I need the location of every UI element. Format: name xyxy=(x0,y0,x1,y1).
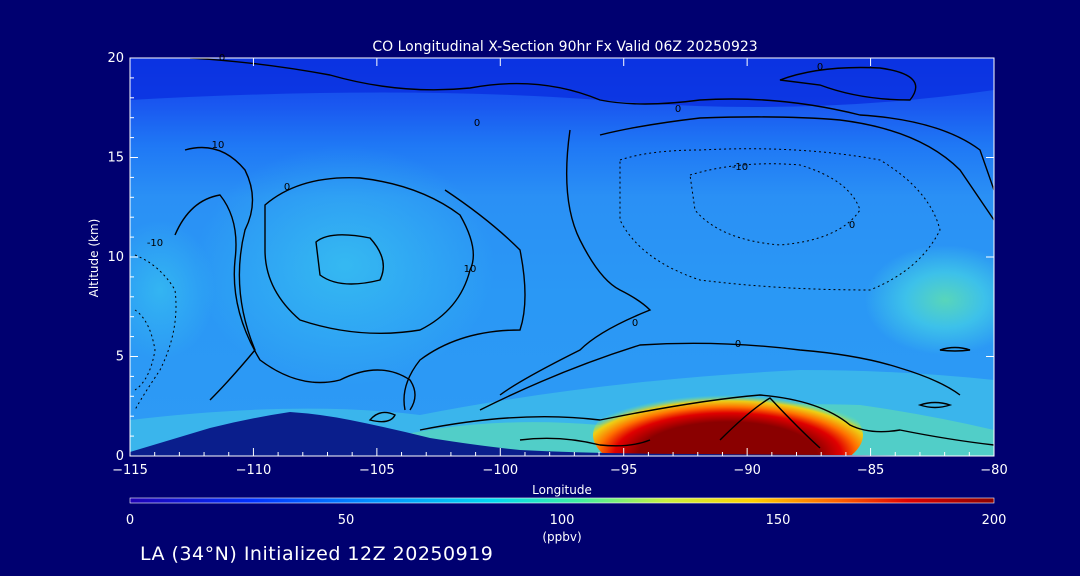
contour-value-label: 10 xyxy=(464,264,477,275)
contour-value-label: 0 xyxy=(675,104,681,115)
x-tick-label: −85 xyxy=(857,463,884,478)
colorbar-tick-label: 50 xyxy=(338,513,355,528)
x-tick-label: −90 xyxy=(733,463,760,478)
y-tick-label: 15 xyxy=(107,151,124,166)
x-tick-label: −80 xyxy=(980,463,1007,478)
colorbar-tick-label: 0 xyxy=(126,513,134,528)
x-tick-label: −115 xyxy=(112,463,148,478)
contour-value-label: 0 xyxy=(632,318,638,329)
contour-value-label: 0 xyxy=(817,62,823,73)
contour-value-label: 0 xyxy=(219,53,225,64)
contour-value-label: 0 xyxy=(474,118,480,129)
colorbar-units: (ppbv) xyxy=(542,530,581,544)
x-tick-label: −95 xyxy=(610,463,637,478)
contour-value-label: 10 xyxy=(212,140,225,151)
contour-value-label: -10 xyxy=(147,238,163,249)
colorbar: 0 50 100 150 200 (ppbv) xyxy=(126,497,1007,544)
colorbar-tick-label: 100 xyxy=(550,513,575,528)
contour-value-label: 0 xyxy=(735,339,741,350)
x-tick-label: −110 xyxy=(236,463,272,478)
west-max-region xyxy=(130,220,215,360)
contour-value-label: 0 xyxy=(284,182,290,193)
plot-area xyxy=(130,58,994,456)
y-tick-label: 5 xyxy=(116,350,124,365)
east-max-region xyxy=(865,245,994,355)
co-plume xyxy=(593,385,863,456)
y-tick-label: 10 xyxy=(107,250,124,265)
terrain xyxy=(130,412,994,456)
contour-value-label: -10 xyxy=(732,162,748,173)
contour-value-label: 0 xyxy=(849,220,855,231)
x-axis: −115 −110 −105 −100 −95 −90 −85 −80 xyxy=(112,58,1008,478)
y-tick-label: 0 xyxy=(116,449,124,464)
colorbar-tick-label: 150 xyxy=(766,513,791,528)
x-tick-label: −100 xyxy=(482,463,518,478)
y-axis-label: Altitude (km) xyxy=(87,219,101,298)
colorbar-ticks: 0 50 100 150 200 xyxy=(126,513,1007,528)
mid-max-region xyxy=(195,145,495,385)
contour-lines xyxy=(174,58,994,449)
negative-contours xyxy=(134,148,941,411)
y-axis: 0 5 10 15 20 xyxy=(107,51,994,464)
colorbar-tick-label: 200 xyxy=(982,513,1007,528)
x-tick-label: −105 xyxy=(359,463,395,478)
contour-labels: 0 10 0 -10 -10 0 0 0 0 10 0 0 xyxy=(147,53,855,350)
x-axis-label: Longitude xyxy=(532,483,592,497)
y-tick-label: 20 xyxy=(107,51,124,66)
colorbar-gradient xyxy=(129,497,995,504)
footer-init-label: LA (34°N) Initialized 12Z 20250919 xyxy=(140,543,494,565)
chart-title: CO Longitudinal X-Section 90hr Fx Valid … xyxy=(372,39,757,55)
upper-low-band xyxy=(130,58,994,108)
